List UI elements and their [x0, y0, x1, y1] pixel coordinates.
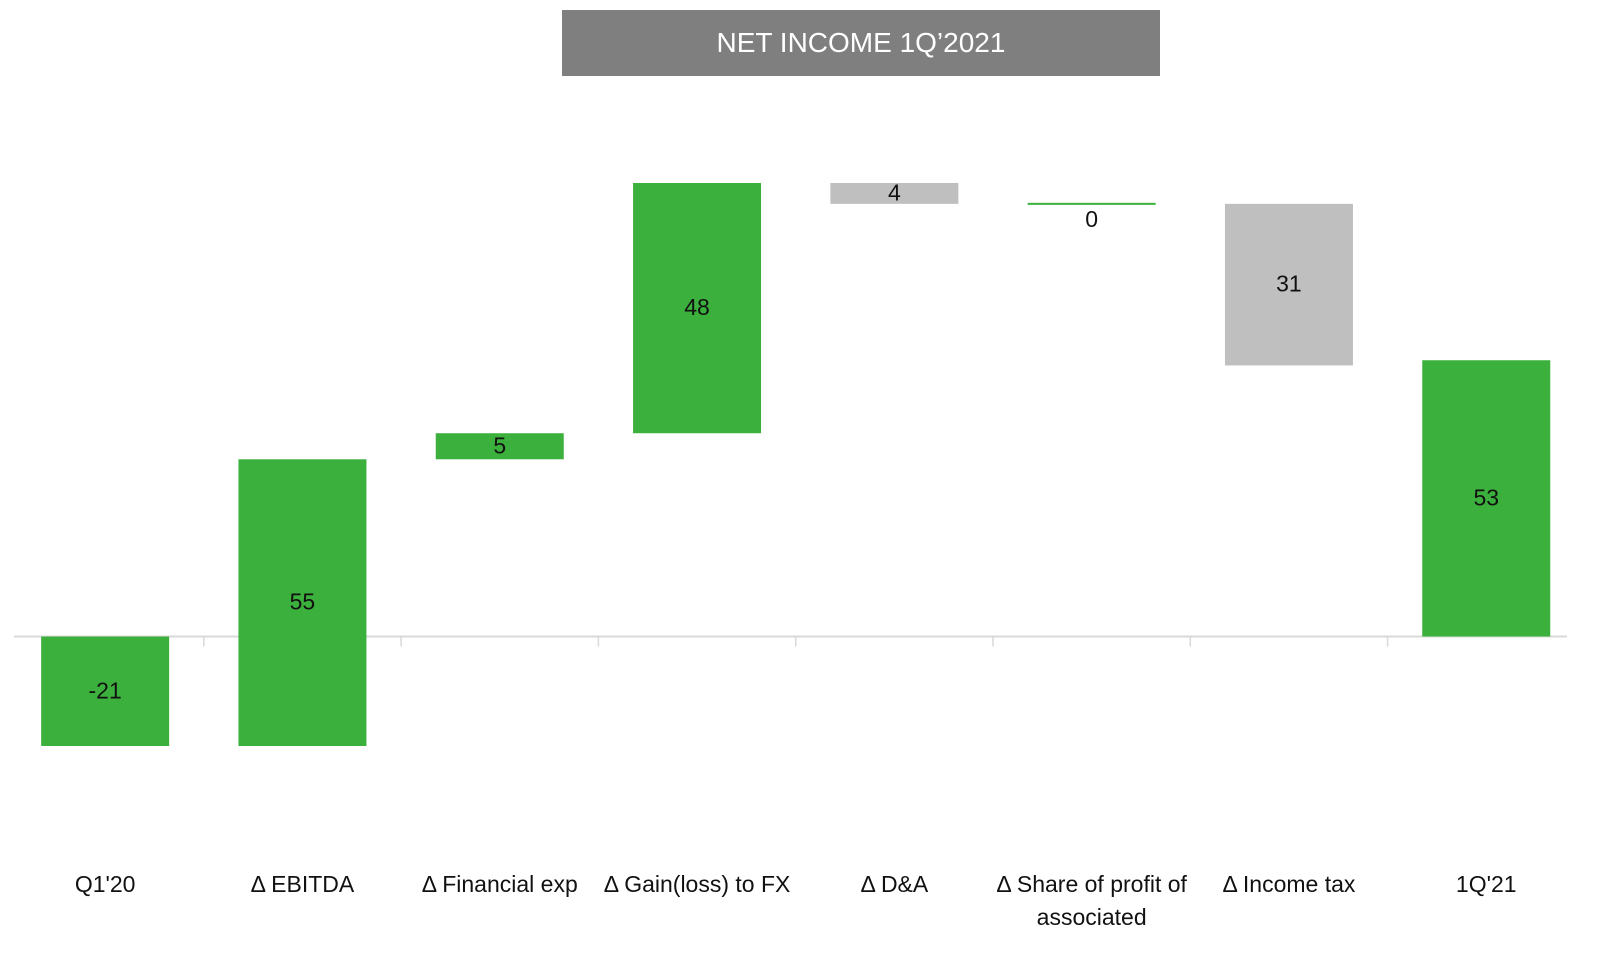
x-tick-label: Δ D&A — [860, 871, 929, 897]
bar — [238, 459, 367, 746]
bar — [633, 183, 762, 434]
bar — [435, 433, 564, 460]
value-label: -21 — [89, 677, 122, 703]
x-tick-label: 1Q'21 — [1455, 871, 1517, 897]
value-label: 0 — [1085, 206, 1098, 232]
bar — [1224, 203, 1353, 366]
x-tick-label: Δ Share of profit of associated — [996, 871, 1187, 930]
bar — [41, 636, 170, 746]
value-label: 4 — [888, 180, 901, 206]
bar — [1422, 360, 1551, 637]
bar — [830, 183, 959, 204]
value-label: 48 — [684, 294, 710, 320]
x-tick-label: Δ Financial exp — [421, 871, 578, 897]
value-label: 5 — [493, 432, 506, 458]
bar — [1027, 202, 1156, 205]
value-label: 55 — [290, 589, 316, 615]
chart-title: NET INCOME 1Q’2021 — [562, 10, 1160, 76]
x-tick-label: Δ Gain(loss) to FX — [603, 871, 791, 897]
value-label: 53 — [1473, 484, 1499, 510]
x-tick-label: Δ EBITDA — [250, 871, 355, 897]
x-tick-label: Q1'20 — [74, 871, 136, 897]
x-tick-label: Δ Income tax — [1222, 871, 1356, 897]
value-label: 31 — [1276, 271, 1302, 297]
